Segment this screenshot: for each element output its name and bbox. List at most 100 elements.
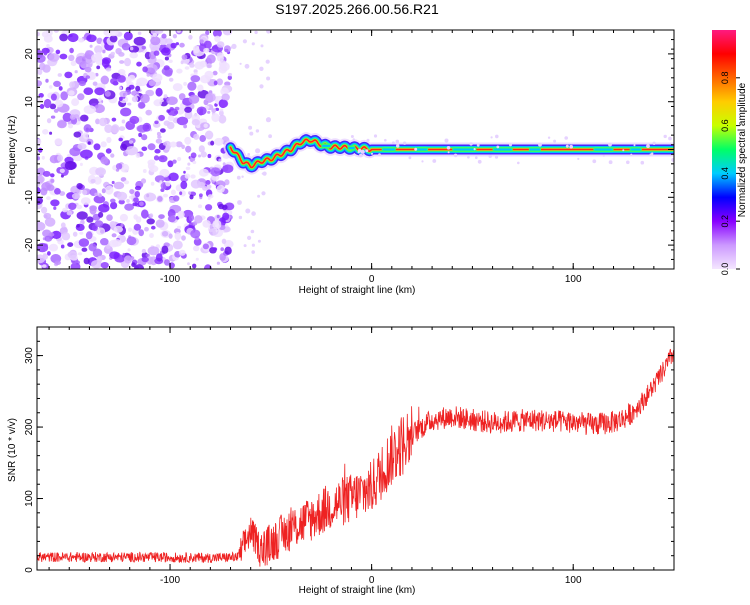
noise-blob	[134, 264, 144, 269]
noise-blob	[115, 163, 123, 170]
noise-blob	[59, 168, 65, 173]
noise-blob	[41, 31, 49, 38]
noise-blob	[168, 77, 174, 82]
noise-blob	[46, 44, 50, 48]
noise-blob	[188, 214, 195, 222]
snr-y-label: SNR (10 * v/v)	[7, 418, 18, 482]
noise-blob	[45, 78, 49, 83]
noise-blob	[265, 59, 270, 64]
noise-blob	[194, 215, 203, 224]
noise-blob	[87, 141, 91, 145]
noise-blob	[198, 168, 209, 177]
x-tick-label: -100	[160, 575, 180, 586]
noise-blob	[102, 49, 106, 54]
noise-blob	[111, 117, 117, 122]
noise-blob	[205, 204, 213, 211]
ridge-speck	[421, 160, 424, 163]
noise-blob	[158, 36, 168, 46]
noise-blob	[37, 242, 49, 253]
noise-blob	[161, 245, 169, 254]
noise-blob	[135, 85, 141, 92]
noise-blob	[221, 93, 230, 101]
noise-blob	[205, 92, 216, 103]
noise-blob	[199, 60, 207, 68]
ridge-speck	[444, 138, 449, 143]
noise-blob	[192, 45, 200, 54]
noise-blob	[212, 70, 218, 76]
noise-blob	[183, 81, 188, 86]
noise-blob	[142, 66, 148, 73]
noise-blob	[78, 37, 85, 43]
noise-blob	[111, 180, 115, 185]
noise-blob	[154, 175, 165, 183]
noise-blob	[163, 193, 168, 198]
noise-blob	[261, 172, 264, 175]
y-tick-label: 100	[24, 490, 35, 507]
noise-blob	[138, 229, 144, 237]
noise-blob	[141, 45, 147, 50]
noise-blob	[72, 231, 78, 237]
noise-blob	[60, 91, 68, 101]
noise-blob	[85, 231, 93, 240]
noise-blob	[181, 54, 188, 60]
noise-blob	[135, 216, 142, 223]
noise-blob	[220, 99, 229, 108]
noise-blob	[214, 137, 224, 146]
noise-blob	[81, 247, 88, 252]
noise-blob	[129, 52, 138, 59]
noise-blob	[192, 263, 197, 269]
ridge-speck	[384, 138, 387, 142]
noise-blob	[204, 130, 214, 140]
noise-blob	[125, 146, 138, 156]
noise-blob	[70, 60, 77, 67]
noise-blob	[195, 257, 199, 261]
noise-blob	[130, 46, 134, 51]
noise-blob	[190, 179, 201, 189]
noise-blob	[221, 238, 227, 244]
noise-blob	[106, 214, 113, 221]
noise-blob	[158, 155, 168, 163]
noise-blob	[50, 199, 60, 207]
ridge-speck	[668, 136, 672, 141]
noise-blob	[120, 143, 128, 151]
noise-blob	[100, 141, 107, 148]
noise-blob	[205, 180, 211, 185]
ridge-speck	[391, 141, 395, 145]
noise-blob	[89, 44, 93, 48]
noise-blob	[197, 84, 204, 92]
ridge-speck	[630, 153, 633, 156]
noise-blob	[79, 231, 84, 235]
noise-blob	[48, 53, 60, 62]
noise-blob	[224, 179, 230, 186]
noise-blob	[153, 50, 160, 56]
noise-blob	[175, 184, 183, 192]
noise-blob	[126, 198, 130, 203]
noise-blob	[207, 110, 211, 114]
noise-blob	[150, 30, 159, 35]
noise-blob	[70, 262, 81, 269]
noise-blob	[127, 248, 131, 252]
colorbar-tick-label: 0.8	[720, 72, 730, 85]
noise-blob	[193, 72, 198, 75]
noise-blob	[79, 162, 83, 167]
noise-blob	[64, 71, 73, 79]
noise-blob	[155, 138, 163, 144]
noise-blob	[86, 34, 97, 43]
noise-blob	[242, 39, 247, 44]
noise-blob	[43, 50, 48, 56]
noise-blob	[224, 246, 232, 255]
noise-blob	[202, 186, 209, 191]
noise-blob	[164, 259, 170, 266]
ridge-speck	[350, 135, 354, 138]
ridge-speck	[602, 154, 605, 157]
noise-blob	[74, 70, 78, 74]
noise-blob	[118, 126, 126, 131]
ridge-speck	[671, 157, 674, 162]
noise-blob	[184, 136, 192, 145]
noise-blob	[110, 51, 116, 56]
noise-blob	[189, 63, 195, 68]
noise-blob	[119, 213, 128, 222]
noise-blob	[172, 83, 183, 92]
